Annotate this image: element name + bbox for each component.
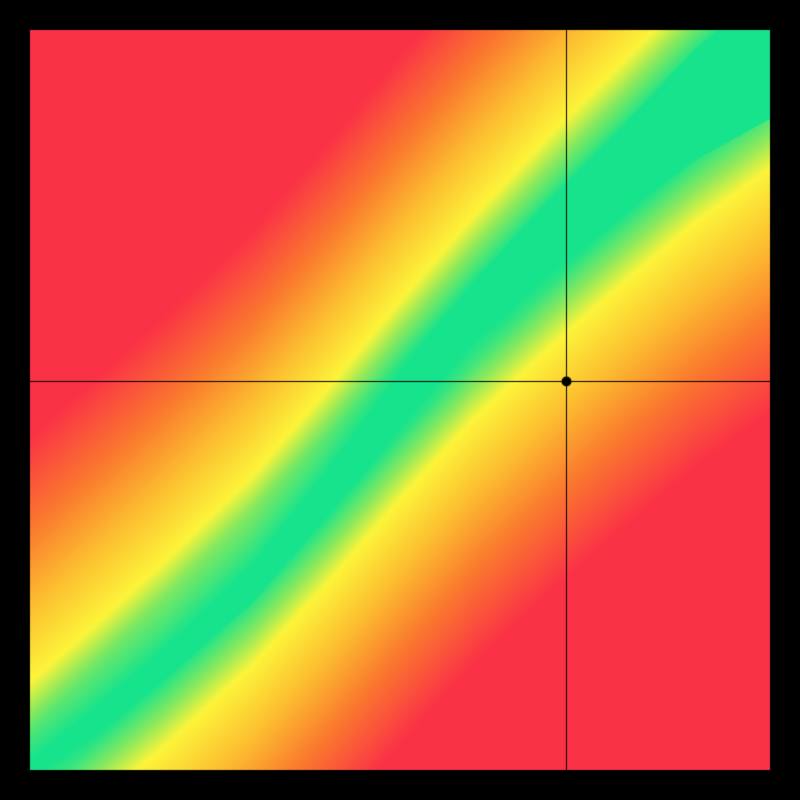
- stage: TheBottleneck.com: [0, 0, 800, 800]
- bottleneck-heatmap: [0, 0, 800, 800]
